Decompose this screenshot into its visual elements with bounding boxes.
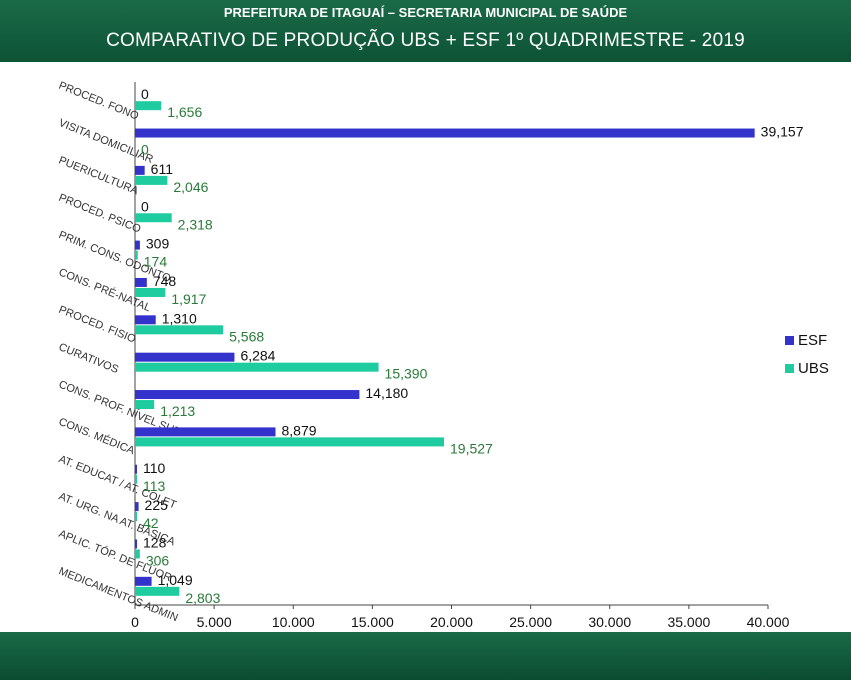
x-tick-label: 35.000 [667, 614, 710, 630]
data-label-ubs: 2,318 [178, 216, 213, 232]
data-label-ubs: 2,803 [185, 590, 220, 606]
data-label-ubs: 1,917 [171, 291, 206, 307]
data-label-esf: 128 [143, 534, 167, 550]
bar-ubs [135, 549, 140, 559]
x-tick-label: 30.000 [588, 614, 631, 630]
data-label-ubs: 1,213 [160, 403, 195, 419]
page-title: COMPARATIVO DE PRODUÇÃO UBS + ESF 1º QUA… [106, 30, 745, 51]
bar-ubs [135, 362, 379, 372]
data-label-ubs: 15,390 [385, 366, 428, 382]
data-label-ubs: 5,568 [229, 328, 264, 344]
x-tick-label: 25.000 [509, 614, 552, 630]
bar-esf [135, 277, 147, 287]
bar-ubs [135, 101, 162, 111]
bar-esf [135, 539, 138, 549]
bar-ubs [135, 287, 166, 297]
data-label-esf: 225 [145, 497, 169, 513]
category-label: PUERICULTURA [57, 154, 141, 197]
bar-esf [135, 240, 140, 250]
bar-esf [135, 315, 156, 325]
x-tick-label: 10.000 [272, 614, 315, 630]
data-label-esf: 0 [141, 86, 149, 102]
bar-esf [135, 427, 276, 437]
data-label-esf: 14,180 [365, 385, 408, 401]
bar-ubs [135, 325, 224, 335]
bar-ubs [135, 512, 137, 522]
data-label-ubs: 113 [143, 478, 166, 494]
data-label-esf: 39,157 [761, 124, 804, 140]
data-label-esf: 1,310 [162, 310, 197, 326]
x-tick-label: 20.000 [430, 614, 473, 630]
data-label-esf: 748 [153, 273, 177, 289]
bar-esf [135, 390, 360, 400]
data-label-ubs: 174 [144, 254, 168, 270]
bar-esf [135, 502, 139, 512]
data-label-esf: 309 [146, 236, 170, 252]
footer-banner [0, 632, 851, 680]
x-tick-label: 15.000 [351, 614, 394, 630]
x-tick-label: 40.000 [747, 614, 790, 630]
category-label: CONS. MÉDICA [57, 415, 137, 458]
bar-ubs [135, 474, 137, 484]
x-tick-label: 0 [131, 614, 139, 630]
bar-ubs [135, 400, 155, 410]
bar-ubs [135, 213, 172, 223]
legend-label-ubs: UBS [798, 360, 829, 377]
legend-swatch-esf [785, 336, 794, 345]
bar-esf [135, 464, 137, 474]
legend-label-esf: ESF [798, 332, 827, 349]
bar-esf [135, 128, 755, 138]
title-banner [0, 0, 851, 62]
category-label: PROCED. FISIO [57, 304, 138, 346]
bar-ubs [135, 437, 445, 447]
data-label-esf: 6,284 [240, 348, 275, 364]
data-label-esf: 1,049 [158, 572, 193, 588]
bar-ubs [135, 250, 138, 260]
data-label-ubs: 19,527 [450, 440, 493, 456]
category-label: CURATIVOS [57, 341, 120, 376]
category-label: PROCED. FONO [57, 80, 141, 123]
category-label: PROCED. PSICO [57, 192, 143, 236]
page-supertitle: PREFEITURA DE ITAGUAÍ – SECRETARIA MUNIC… [223, 5, 628, 20]
data-label-esf: 0 [141, 198, 149, 214]
data-label-esf: 8,879 [282, 422, 317, 438]
data-label-esf: 110 [143, 460, 166, 476]
x-tick-label: 5.000 [197, 614, 232, 630]
data-label-ubs: 42 [143, 515, 159, 531]
bar-esf [135, 352, 235, 362]
data-label-ubs: 0 [141, 142, 149, 158]
bar-ubs [135, 586, 180, 596]
data-label-ubs: 1,656 [167, 104, 202, 120]
data-label-ubs: 306 [146, 552, 170, 568]
data-label-esf: 611 [151, 161, 174, 177]
bar-esf [135, 165, 145, 175]
legend-swatch-ubs [785, 364, 794, 373]
bar-ubs [135, 175, 168, 185]
bar-esf [135, 576, 152, 586]
data-label-ubs: 2,046 [173, 179, 208, 195]
